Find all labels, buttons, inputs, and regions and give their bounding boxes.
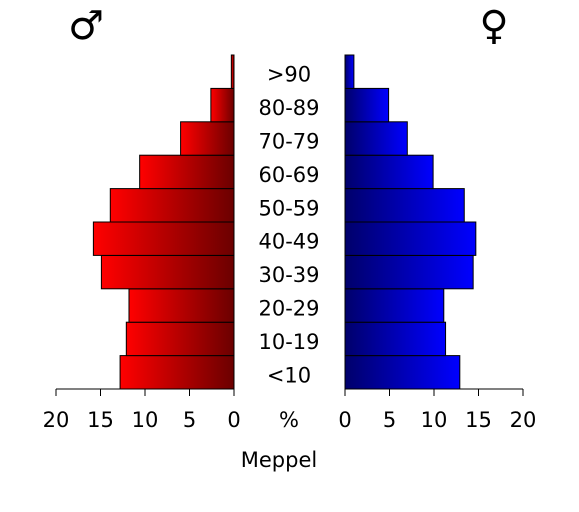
x-tick-label: 0 <box>227 408 240 432</box>
bar <box>344 87 390 123</box>
x-axis-label: % <box>279 408 299 432</box>
bar <box>128 288 235 323</box>
category-label: 10-19 <box>258 330 319 354</box>
bar <box>344 288 445 323</box>
bar <box>344 121 408 156</box>
x-tick-label: 15 <box>87 408 114 432</box>
category-label: 50-59 <box>258 196 319 220</box>
bar <box>344 321 447 357</box>
bar <box>344 355 461 390</box>
x-tick-label: 20 <box>43 408 70 432</box>
x-tick-label: 10 <box>421 408 448 432</box>
x-tick-label: 15 <box>465 408 492 432</box>
x-tick-label: 5 <box>183 408 196 432</box>
category-label: 40-49 <box>258 230 319 254</box>
x-tick-label: 5 <box>383 408 396 432</box>
x-tick-label: 20 <box>510 408 537 432</box>
bar <box>125 321 235 357</box>
bar <box>210 87 235 123</box>
bar <box>100 254 235 290</box>
bar <box>109 188 235 223</box>
bar <box>344 154 434 190</box>
category-label: 80-89 <box>258 96 319 120</box>
x-tick-label: 10 <box>132 408 159 432</box>
male-symbol: ♂ <box>68 3 104 49</box>
category-label: 20-29 <box>258 297 319 321</box>
bar <box>230 54 235 89</box>
bar <box>92 221 235 256</box>
bar <box>344 54 355 89</box>
bar <box>139 154 235 190</box>
bar <box>344 254 474 290</box>
chart-title: Meppel <box>241 448 317 472</box>
bar <box>180 121 235 156</box>
category-label: >90 <box>267 63 311 87</box>
category-label: 30-39 <box>258 263 319 287</box>
category-label: 60-69 <box>258 163 319 187</box>
category-label: 70-79 <box>258 130 319 154</box>
bar <box>344 221 477 256</box>
category-label: <10 <box>267 363 311 387</box>
female-symbol: ♀ <box>479 3 508 49</box>
x-tick-label: 0 <box>338 408 351 432</box>
bar <box>344 188 465 223</box>
bar <box>119 355 235 390</box>
